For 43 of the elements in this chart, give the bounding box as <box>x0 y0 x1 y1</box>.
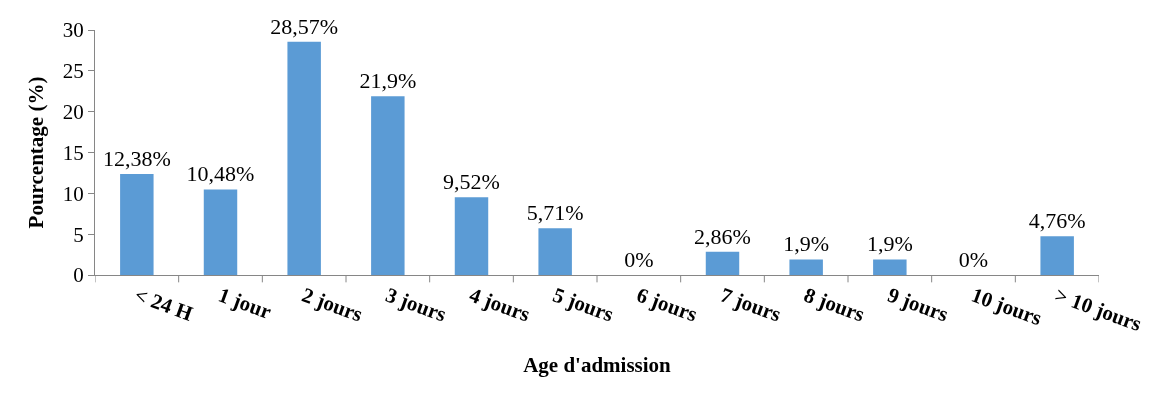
bar <box>705 251 740 275</box>
bar <box>789 259 823 275</box>
y-tick-label: 10 <box>62 181 84 206</box>
x-tick-label: 4 jours <box>466 282 534 327</box>
x-tick-label: 8 jours <box>800 282 868 327</box>
x-tick-label: 9 jours <box>884 282 952 327</box>
bar <box>287 41 321 275</box>
bar <box>371 96 405 275</box>
x-tick-label: 6 jours <box>633 282 701 327</box>
x-tick-label: ˂ 24 H <box>131 282 196 326</box>
x-tick-label: 3 jours <box>382 282 450 327</box>
bar <box>538 228 572 275</box>
x-tick-label: 5 jours <box>549 282 617 327</box>
data-label: 1,9% <box>783 231 830 257</box>
data-label: 28,57% <box>270 13 339 39</box>
data-label: 10,48% <box>186 161 255 187</box>
bar <box>1040 236 1074 275</box>
y-tick-label: 30 <box>62 18 84 43</box>
x-tick-label: 10 jours <box>968 282 1045 331</box>
x-tick-label: 7 jours <box>717 282 785 327</box>
y-tick-label: 15 <box>62 140 84 165</box>
data-label: 0% <box>624 247 654 272</box>
y-tick-label: 0 <box>73 263 84 288</box>
data-label: 5,71% <box>526 200 584 226</box>
y-axis-title: Pourcentage (%) <box>24 76 48 229</box>
x-axis-title: Age d'admission <box>523 353 672 378</box>
bar <box>120 173 154 275</box>
y-tick-label: 20 <box>62 100 84 125</box>
data-label: 21,9% <box>359 68 417 94</box>
bar <box>203 189 238 275</box>
data-label: 12,38% <box>102 145 171 171</box>
data-label: 4,76% <box>1028 208 1086 234</box>
data-label: 0% <box>958 247 989 272</box>
data-label: 2,86% <box>694 223 751 249</box>
data-label: 9,52% <box>443 169 500 195</box>
data-label: 1,9% <box>866 231 913 257</box>
y-tick-label: 5 <box>73 222 84 247</box>
x-tick-label: ˃ 10 jours <box>1051 282 1145 337</box>
bar <box>873 259 907 275</box>
y-tick-label: 25 <box>62 59 84 84</box>
x-tick-label: 1 jour <box>215 282 275 324</box>
x-tick-label: 2 jours <box>298 282 366 327</box>
bar <box>454 197 489 275</box>
